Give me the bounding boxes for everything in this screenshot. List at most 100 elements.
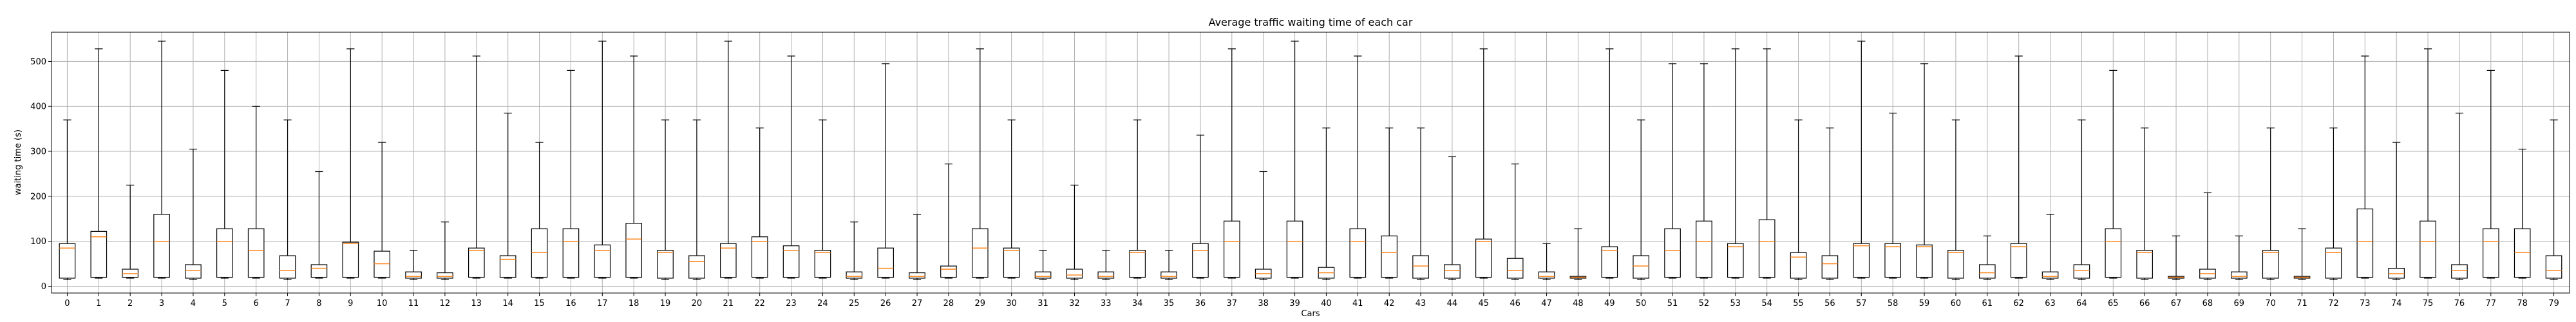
x-tick-label: 49: [1604, 299, 1615, 308]
iqr-box: [1758, 219, 1776, 278]
box-car-75: [2420, 48, 2436, 279]
iqr-box: [468, 247, 485, 278]
box-car-46: [1506, 163, 1524, 280]
box-car-38: [1255, 171, 1272, 280]
x-tick-label: 62: [2013, 299, 2024, 308]
iqr-box: [751, 236, 768, 278]
box-car-56: [1821, 128, 1839, 280]
iqr-box: [1129, 250, 1146, 278]
box-car-12: [437, 222, 453, 280]
box-car-42: [1381, 128, 1398, 279]
iqr-box: [877, 247, 895, 278]
box-car-70: [2262, 128, 2279, 280]
iqr-box: [1160, 271, 1177, 279]
x-tick-label: 75: [2423, 299, 2434, 308]
iqr-box: [562, 228, 580, 278]
box-car-11: [405, 250, 422, 280]
x-tick-label: 64: [2076, 299, 2087, 308]
x-tick-label: 16: [565, 299, 576, 308]
box-car-4: [185, 148, 202, 280]
x-tick-label: 31: [1037, 299, 1048, 308]
box-car-10: [374, 142, 391, 279]
x-tick-label: 56: [1824, 299, 1835, 308]
box-car-71: [2293, 228, 2311, 280]
x-tick-label: 27: [912, 299, 923, 308]
iqr-box: [1412, 255, 1429, 279]
box-car-13: [468, 55, 485, 279]
y-tick-label: 100: [30, 237, 46, 247]
x-tick-label: 8: [316, 299, 321, 308]
iqr-box: [1853, 243, 1870, 278]
x-tick-label: 69: [2234, 299, 2245, 308]
box-car-76: [2451, 113, 2468, 280]
x-tick-label: 2: [128, 299, 133, 308]
x-axis-label: Cars: [1301, 309, 1320, 319]
iqr-box: [1727, 243, 1744, 278]
iqr-box: [2136, 250, 2154, 279]
x-tick-label: 34: [1132, 299, 1143, 308]
iqr-box: [2545, 255, 2562, 279]
x-tick-label: 65: [2108, 299, 2119, 308]
box-car-52: [1696, 63, 1712, 279]
x-tick-label: 19: [660, 299, 671, 308]
x-tick-label: 4: [191, 299, 196, 308]
iqr-box: [437, 272, 453, 279]
iqr-box: [846, 271, 863, 279]
iqr-box: [2420, 220, 2436, 278]
x-tick-label: 38: [1258, 299, 1269, 308]
x-tick-label: 36: [1195, 299, 1206, 308]
x-tick-label: 50: [1636, 299, 1647, 308]
x-tick-label: 9: [348, 299, 353, 308]
box-car-77: [2482, 70, 2499, 279]
box-car-53: [1727, 48, 1744, 279]
iqr-box: [1978, 264, 1996, 279]
iqr-box: [1633, 255, 1650, 279]
x-tick-label: 74: [2391, 299, 2402, 308]
x-tick-label: 71: [2297, 299, 2307, 308]
iqr-box: [1444, 264, 1461, 279]
iqr-box: [2356, 208, 2374, 278]
x-tick-label: 35: [1164, 299, 1175, 308]
box-car-7: [279, 119, 296, 280]
iqr-box: [185, 264, 202, 279]
iqr-box: [2325, 247, 2342, 279]
box-car-24: [814, 119, 831, 279]
x-tick-label: 42: [1384, 299, 1395, 308]
x-tick-label: 37: [1227, 299, 1238, 308]
box-car-60: [1947, 119, 1964, 280]
iqr-box: [1381, 235, 1398, 278]
box-car-64: [2073, 119, 2090, 280]
box-car-37: [1223, 48, 1240, 279]
y-tick-label: 500: [30, 57, 46, 67]
box-car-54: [1758, 48, 1776, 279]
box-car-48: [1569, 228, 1587, 280]
box-car-51: [1664, 63, 1681, 279]
box-car-45: [1475, 48, 1492, 279]
iqr-box: [1664, 228, 1681, 278]
iqr-box: [1349, 228, 1367, 278]
x-tick-label: 15: [534, 299, 545, 308]
box-car-8: [310, 171, 328, 279]
boxes-group: [59, 41, 2562, 280]
x-tick-label: 51: [1667, 299, 1678, 308]
box-car-69: [2230, 235, 2248, 280]
box-car-27: [909, 214, 925, 280]
x-tick-label: 47: [1541, 299, 1552, 308]
x-tick-label: 11: [408, 299, 419, 308]
y-tick-label: 0: [41, 282, 46, 292]
iqr-box: [1475, 238, 1492, 278]
iqr-box: [782, 245, 800, 278]
box-car-66: [2136, 128, 2154, 280]
iqr-box: [279, 255, 296, 279]
box-car-47: [1538, 243, 1555, 280]
x-tick-label: 72: [2328, 299, 2339, 308]
box-car-25: [846, 222, 863, 280]
box-car-16: [562, 70, 580, 279]
x-tick-label: 78: [2517, 299, 2528, 308]
box-car-73: [2356, 55, 2374, 279]
box-car-21: [719, 41, 737, 279]
x-tick-label: 54: [1761, 299, 1772, 308]
x-tick-label: 73: [2360, 299, 2371, 308]
iqr-box: [310, 264, 328, 278]
